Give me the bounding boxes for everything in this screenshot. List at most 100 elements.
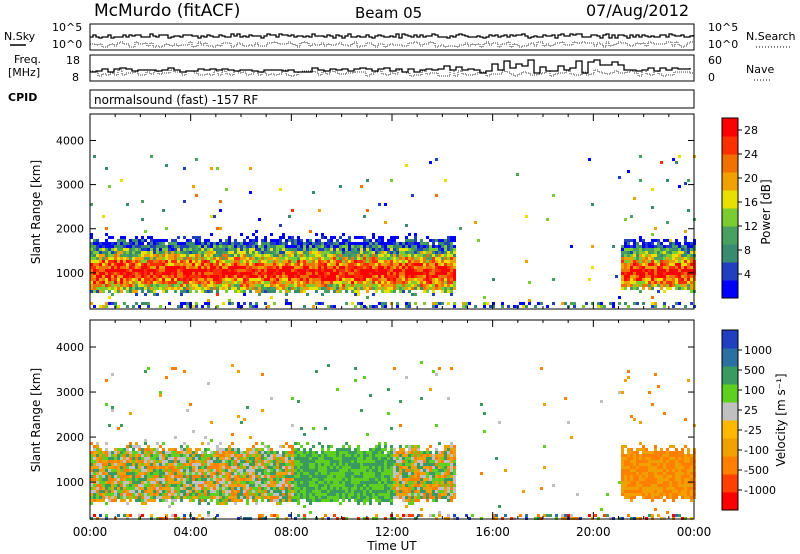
echo-cell: [648, 245, 651, 248]
echo-cell: [336, 284, 339, 287]
echo-cell: [417, 251, 420, 254]
echo-cell: [321, 254, 324, 257]
echo-cell: [294, 257, 297, 260]
echo-cell: [150, 257, 153, 260]
echo-cell: [132, 484, 135, 487]
echo-cell: [246, 472, 249, 475]
cpid-text: normalsound (fast) -157 RF: [94, 93, 258, 107]
echo-cell: [573, 302, 576, 305]
echo-cell: [363, 376, 366, 379]
echo-cell: [93, 457, 96, 460]
echo-cell: [288, 260, 291, 263]
echo-cell: [330, 454, 333, 457]
echo-cell: [369, 263, 372, 266]
echo-cell: [120, 245, 123, 248]
echo-cell: [294, 451, 297, 454]
echo-cell: [687, 281, 690, 284]
station-title: McMurdo (fitACF): [94, 1, 240, 21]
echo-cell: [378, 490, 381, 493]
echo-cell: [135, 484, 138, 487]
echo-cell: [318, 245, 321, 248]
echo-cell: [309, 287, 312, 290]
echo-cell: [384, 469, 387, 472]
echo-cell: [345, 463, 348, 466]
echo-cell: [231, 469, 234, 472]
echo-cell: [675, 161, 678, 164]
echo-cell: [144, 499, 147, 502]
echo-cell: [168, 260, 171, 263]
echo-cell: [237, 278, 240, 281]
echo-cell: [210, 439, 213, 442]
echo-cell: [408, 257, 411, 260]
echo-cell: [156, 281, 159, 284]
echo-cell: [636, 251, 639, 254]
echo-cell: [126, 469, 129, 472]
echo-cell: [135, 496, 138, 499]
echo-cell: [318, 472, 321, 475]
echo-cell: [180, 493, 183, 496]
echo-cell: [135, 251, 138, 254]
echo-cell: [246, 272, 249, 275]
echo-cell: [204, 272, 207, 275]
echo-cell: [153, 266, 156, 269]
echo-cell: [102, 481, 105, 484]
echo-cell: [666, 281, 669, 284]
echo-cell: [426, 290, 429, 293]
echo-cell: [270, 487, 273, 490]
echo-cell: [273, 484, 276, 487]
echo-cell: [306, 293, 309, 296]
echo-cell: [111, 281, 114, 284]
echo-cell: [432, 284, 435, 287]
echo-cell: [339, 475, 342, 478]
echo-cell: [297, 460, 300, 463]
echo-cell: [321, 260, 324, 263]
echo-cell: [270, 475, 273, 478]
echo-cell: [252, 478, 255, 481]
echo-cell: [273, 457, 276, 460]
echo-cell: [285, 499, 288, 502]
echo-cell: [192, 484, 195, 487]
echo-cell: [90, 469, 93, 472]
echo-cell: [210, 490, 213, 493]
echo-cell: [393, 278, 396, 281]
echo-cell: [408, 278, 411, 281]
echo-cell: [375, 242, 378, 245]
echo-cell: [600, 302, 603, 305]
echo-cell: [366, 260, 369, 263]
echo-cell: [186, 448, 189, 451]
echo-cell: [360, 185, 363, 188]
echo-cell: [351, 281, 354, 284]
echo-cell: [315, 484, 318, 487]
echo-cell: [93, 155, 96, 158]
echo-cell: [99, 448, 102, 451]
echo-cell: [156, 457, 159, 460]
echo-cell: [201, 245, 204, 248]
echo-cell: [627, 245, 630, 248]
echo-cell: [633, 197, 636, 200]
echo-cell: [342, 233, 345, 236]
echo-cell: [204, 490, 207, 493]
echo-cell: [294, 248, 297, 251]
echo-cell: [300, 493, 303, 496]
echo-cell: [153, 260, 156, 263]
echo-cell: [387, 257, 390, 260]
echo-cell: [261, 475, 264, 478]
echo-cell: [240, 287, 243, 290]
echo-cell: [351, 251, 354, 254]
echo-cell: [111, 251, 114, 254]
echo-cell: [105, 466, 108, 469]
echo-cell: [354, 290, 357, 293]
echo-cell: [147, 481, 150, 484]
echo-cell: [297, 442, 300, 445]
echo-cell: [129, 445, 132, 448]
echo-cell: [342, 451, 345, 454]
echo-cell: [93, 463, 96, 466]
echo-cell: [627, 275, 630, 278]
echo-cell: [186, 266, 189, 269]
echo-cell: [330, 245, 333, 248]
echo-cell: [474, 305, 477, 308]
echo-cell: [252, 233, 255, 236]
echo-cell: [324, 472, 327, 475]
echo-cell: [96, 457, 99, 460]
echo-cell: [375, 272, 378, 275]
